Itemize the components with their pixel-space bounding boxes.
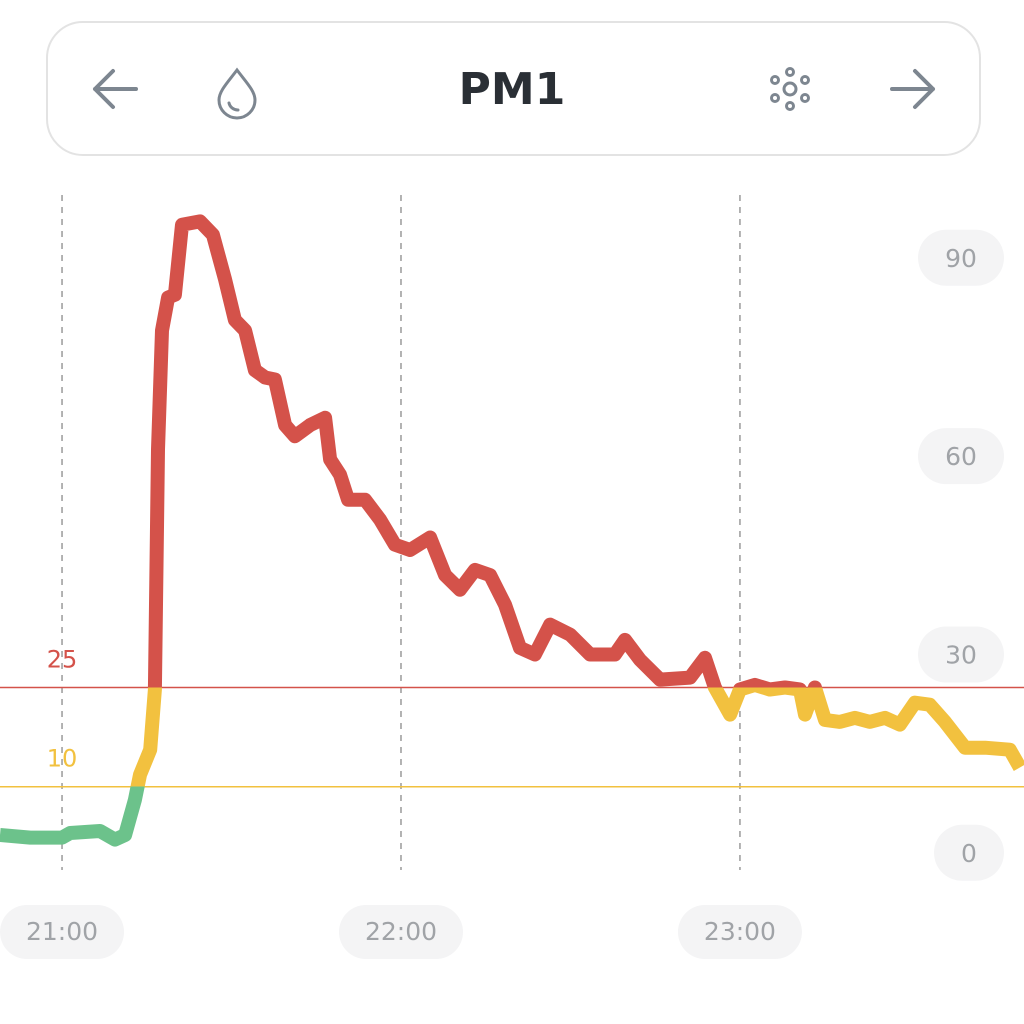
y-tick-label: 90 xyxy=(945,244,977,273)
particles-icon[interactable] xyxy=(770,67,810,111)
back-arrow[interactable] xyxy=(93,69,138,109)
y-tick-pill xyxy=(934,824,1004,881)
x-tick-label: 22:00 xyxy=(365,917,437,946)
y-tick-pill xyxy=(918,428,1004,485)
header-title: PM1 xyxy=(459,64,566,115)
y-tick-label: 0 xyxy=(961,839,977,868)
x-tick-label: 21:00 xyxy=(26,917,98,946)
y-tick-pill xyxy=(918,626,1004,683)
y-tick-label: 60 xyxy=(945,442,977,471)
x-tick-pill xyxy=(677,905,802,959)
header-card xyxy=(46,21,981,156)
threshold-label: 25 xyxy=(47,646,78,674)
x-tick-label: 23:00 xyxy=(704,917,776,946)
forward-arrow[interactable] xyxy=(890,69,935,109)
y-tick-label: 30 xyxy=(945,640,977,669)
humidity-icon[interactable] xyxy=(217,67,257,120)
chart: 21:00 22:00 23:00 0 30 60 90 25 10 xyxy=(0,195,1024,959)
data-line xyxy=(0,214,1024,847)
y-tick-pill xyxy=(918,229,1004,286)
threshold-label: 10 xyxy=(47,745,78,773)
x-tick-pill xyxy=(0,905,125,959)
x-tick-pill xyxy=(338,905,463,959)
